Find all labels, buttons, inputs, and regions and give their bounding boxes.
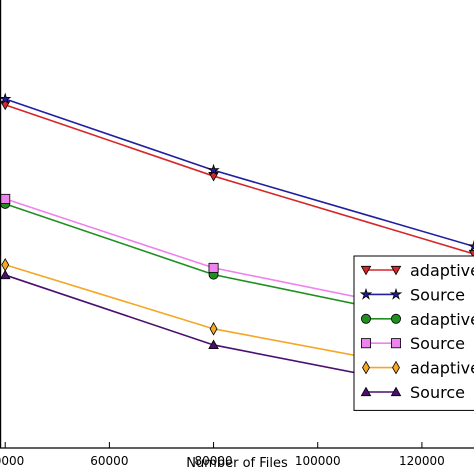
series-2 (0, 92, 474, 252)
series-4-point-2 (208, 262, 219, 273)
series-6-point-2 (208, 339, 219, 350)
x-tick-label: 60000 (90, 454, 128, 468)
legend-marker (360, 265, 372, 276)
x-tick-label: 40000 (0, 454, 24, 468)
x-tick-label: 100000 (295, 454, 341, 468)
legend-marker (360, 313, 371, 324)
legend-label: adaptive (410, 359, 474, 378)
legend-entry-4: Source (360, 334, 465, 353)
legend-marker (360, 338, 371, 349)
legend-marker (362, 360, 370, 375)
legend-marker (390, 338, 401, 349)
x-tick-label: 80000 (194, 454, 232, 468)
legend-label: Source (410, 334, 465, 353)
legend-marker (390, 265, 402, 276)
legend-entry-6: Source (360, 383, 465, 402)
legend-label: adaptive (410, 310, 474, 329)
series-6-point-1 (0, 269, 11, 280)
legend: adaptive Source adaptive Source adaptive Sour… (353, 255, 474, 411)
legend-label: adaptive (410, 261, 474, 280)
legend-entry-5: adaptive (362, 359, 474, 378)
legend-label: Source (410, 383, 465, 402)
legend-marker (360, 386, 372, 397)
x-axis-label: Number of Files (186, 456, 288, 471)
series-2-point-2 (207, 163, 220, 176)
series-2-point-1 (0, 92, 12, 105)
legend-marker (389, 287, 403, 300)
series-4-point-1 (0, 193, 11, 204)
legend-entry-1: adaptive (360, 261, 474, 280)
legend-marker (359, 287, 373, 300)
legend-entry-2: Source (359, 285, 465, 304)
legend-marker (390, 313, 401, 324)
series-5-point-2 (209, 322, 218, 336)
legend-marker (392, 360, 400, 375)
series-2-point-3 (467, 239, 474, 252)
legend-box (353, 255, 474, 411)
legend-label: Source (410, 285, 465, 304)
legend-entry-3: adaptive (360, 310, 474, 329)
x-tick-label: 120000 (399, 454, 445, 468)
legend-marker (390, 386, 402, 397)
